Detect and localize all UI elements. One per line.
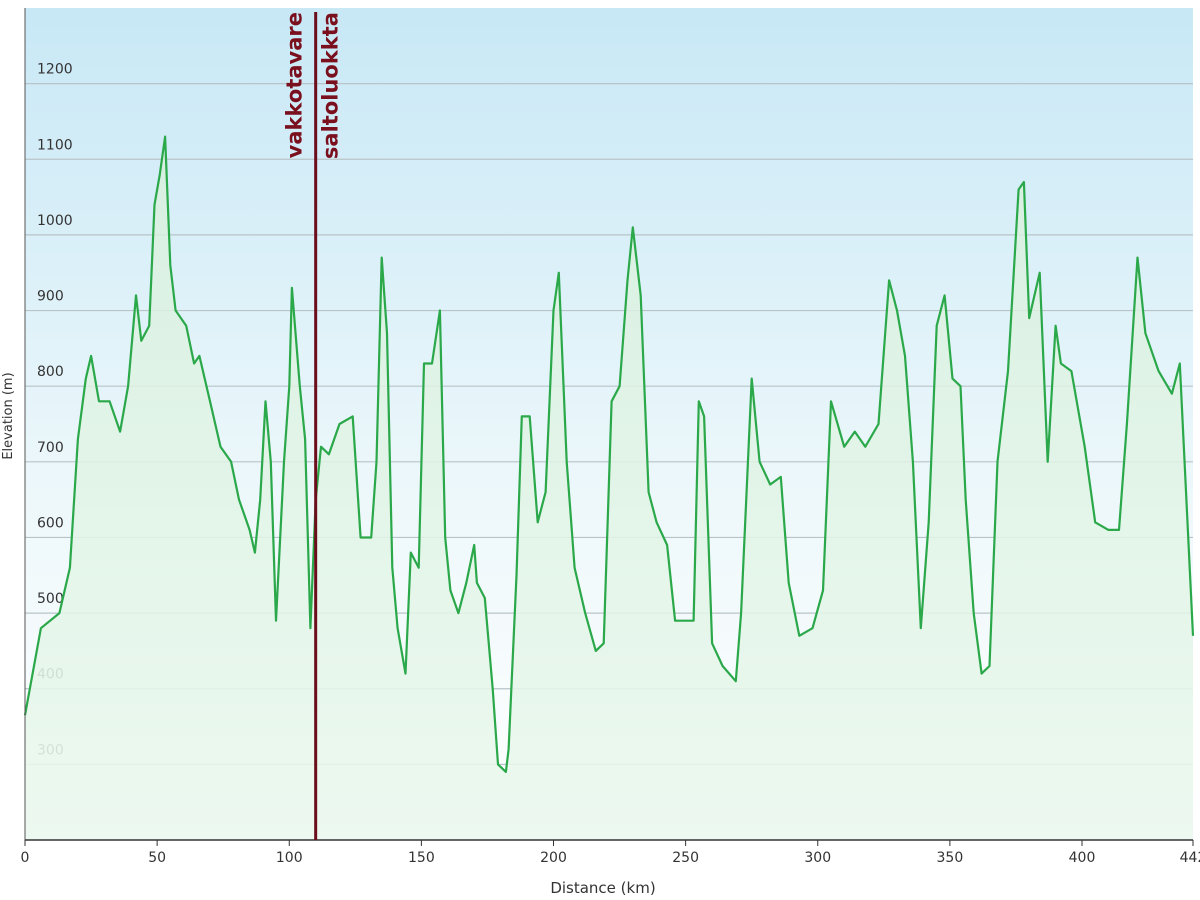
elevation-line [23, 135, 1195, 773]
annotation-label: vakkotavare [283, 12, 307, 158]
y-tick-label: 1000 [37, 213, 73, 229]
y-tick-label: 1100 [37, 137, 73, 153]
y-axis-label: Elevation (m) [1, 372, 16, 459]
x-tick-label: 0 [21, 850, 30, 866]
y-tick-label: 1200 [37, 62, 73, 78]
x-tick-label: 250 [672, 850, 699, 866]
y-tick-label: 600 [37, 515, 64, 531]
x-tick-label: 442 [1180, 850, 1200, 866]
y-tick-label: 500 [37, 591, 64, 607]
x-tick-label: 400 [1069, 850, 1096, 866]
x-tick-label: 300 [804, 850, 831, 866]
x-tick-label: 200 [540, 850, 567, 866]
annotation-label: saltoluokkta [319, 12, 343, 159]
x-tick-label: 100 [276, 850, 303, 866]
x-tick-label: 350 [937, 850, 964, 866]
y-tick-label: 700 [37, 440, 64, 456]
x-tick-label: 150 [408, 850, 435, 866]
x-axis-label: Distance (km) [550, 879, 655, 897]
y-tick-label: 900 [37, 289, 64, 305]
x-tick-label: 50 [148, 850, 166, 866]
y-tick-label: 800 [37, 364, 64, 380]
